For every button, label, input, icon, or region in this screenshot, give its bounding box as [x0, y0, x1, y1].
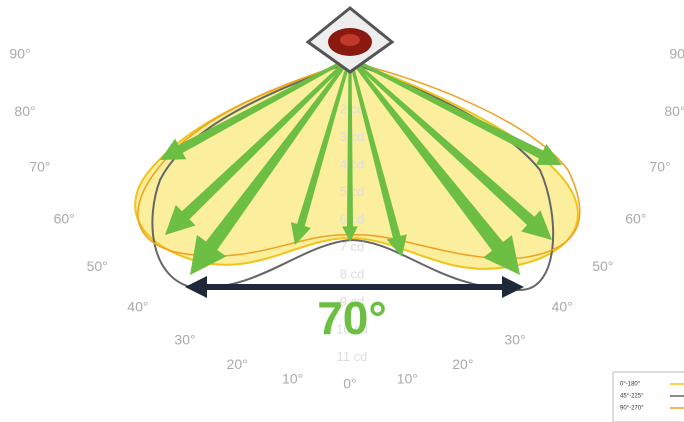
angle-label: 30° — [174, 331, 195, 347]
beam-arrow — [348, 57, 520, 275]
luminaire-icon — [305, 6, 395, 74]
legend-label: 45°-225° — [620, 394, 644, 400]
angle-label: 10° — [282, 371, 303, 387]
angle-label: 90° — [669, 46, 684, 62]
angle-label: 10° — [397, 371, 418, 387]
angle-label: 60° — [625, 211, 646, 227]
angle-label: 40° — [552, 298, 573, 314]
intensity-label: 2 cd — [340, 101, 365, 116]
beam-arrow — [190, 57, 352, 276]
beam-arrow — [342, 58, 358, 242]
angle-label: 40° — [127, 298, 148, 314]
angle-label: 50° — [592, 258, 613, 274]
angle-label: 70° — [29, 159, 50, 175]
intensity-label: 11 cd — [337, 349, 368, 364]
angle-label: 80° — [14, 103, 35, 119]
legend: 0°-180° 45°-225° 90°-270° — [612, 371, 684, 422]
beam-arrow — [348, 56, 552, 241]
intensity-label: 8 cd — [340, 266, 365, 281]
beam-arrow — [349, 56, 562, 165]
beam-arrows — [160, 56, 562, 276]
beam-arrow — [290, 57, 352, 245]
angle-label: 70° — [650, 159, 671, 175]
angle-label: 80° — [664, 103, 684, 119]
angle-label: 20° — [452, 356, 473, 372]
legend-label: 90°-270° — [620, 406, 644, 412]
angle-label: 90° — [9, 46, 30, 62]
beam-arrow — [348, 57, 407, 257]
angle-label: 0° — [343, 376, 356, 392]
intensity-label: 7 cd — [340, 239, 365, 254]
angle-label: 60° — [54, 211, 75, 227]
legend-label: 0°-180° — [620, 382, 641, 388]
angle-label: 30° — [504, 331, 525, 347]
beam-arrow — [160, 56, 351, 160]
angle-label: 20° — [227, 356, 248, 372]
beam-angle: 70° — [317, 292, 387, 344]
intensity-label: 10 cd — [336, 321, 368, 336]
beam-arrow — [165, 56, 352, 235]
intensity-label: 9 cd — [340, 294, 365, 309]
angle-label: 50° — [87, 258, 108, 274]
beam-width-arrow — [185, 276, 524, 298]
